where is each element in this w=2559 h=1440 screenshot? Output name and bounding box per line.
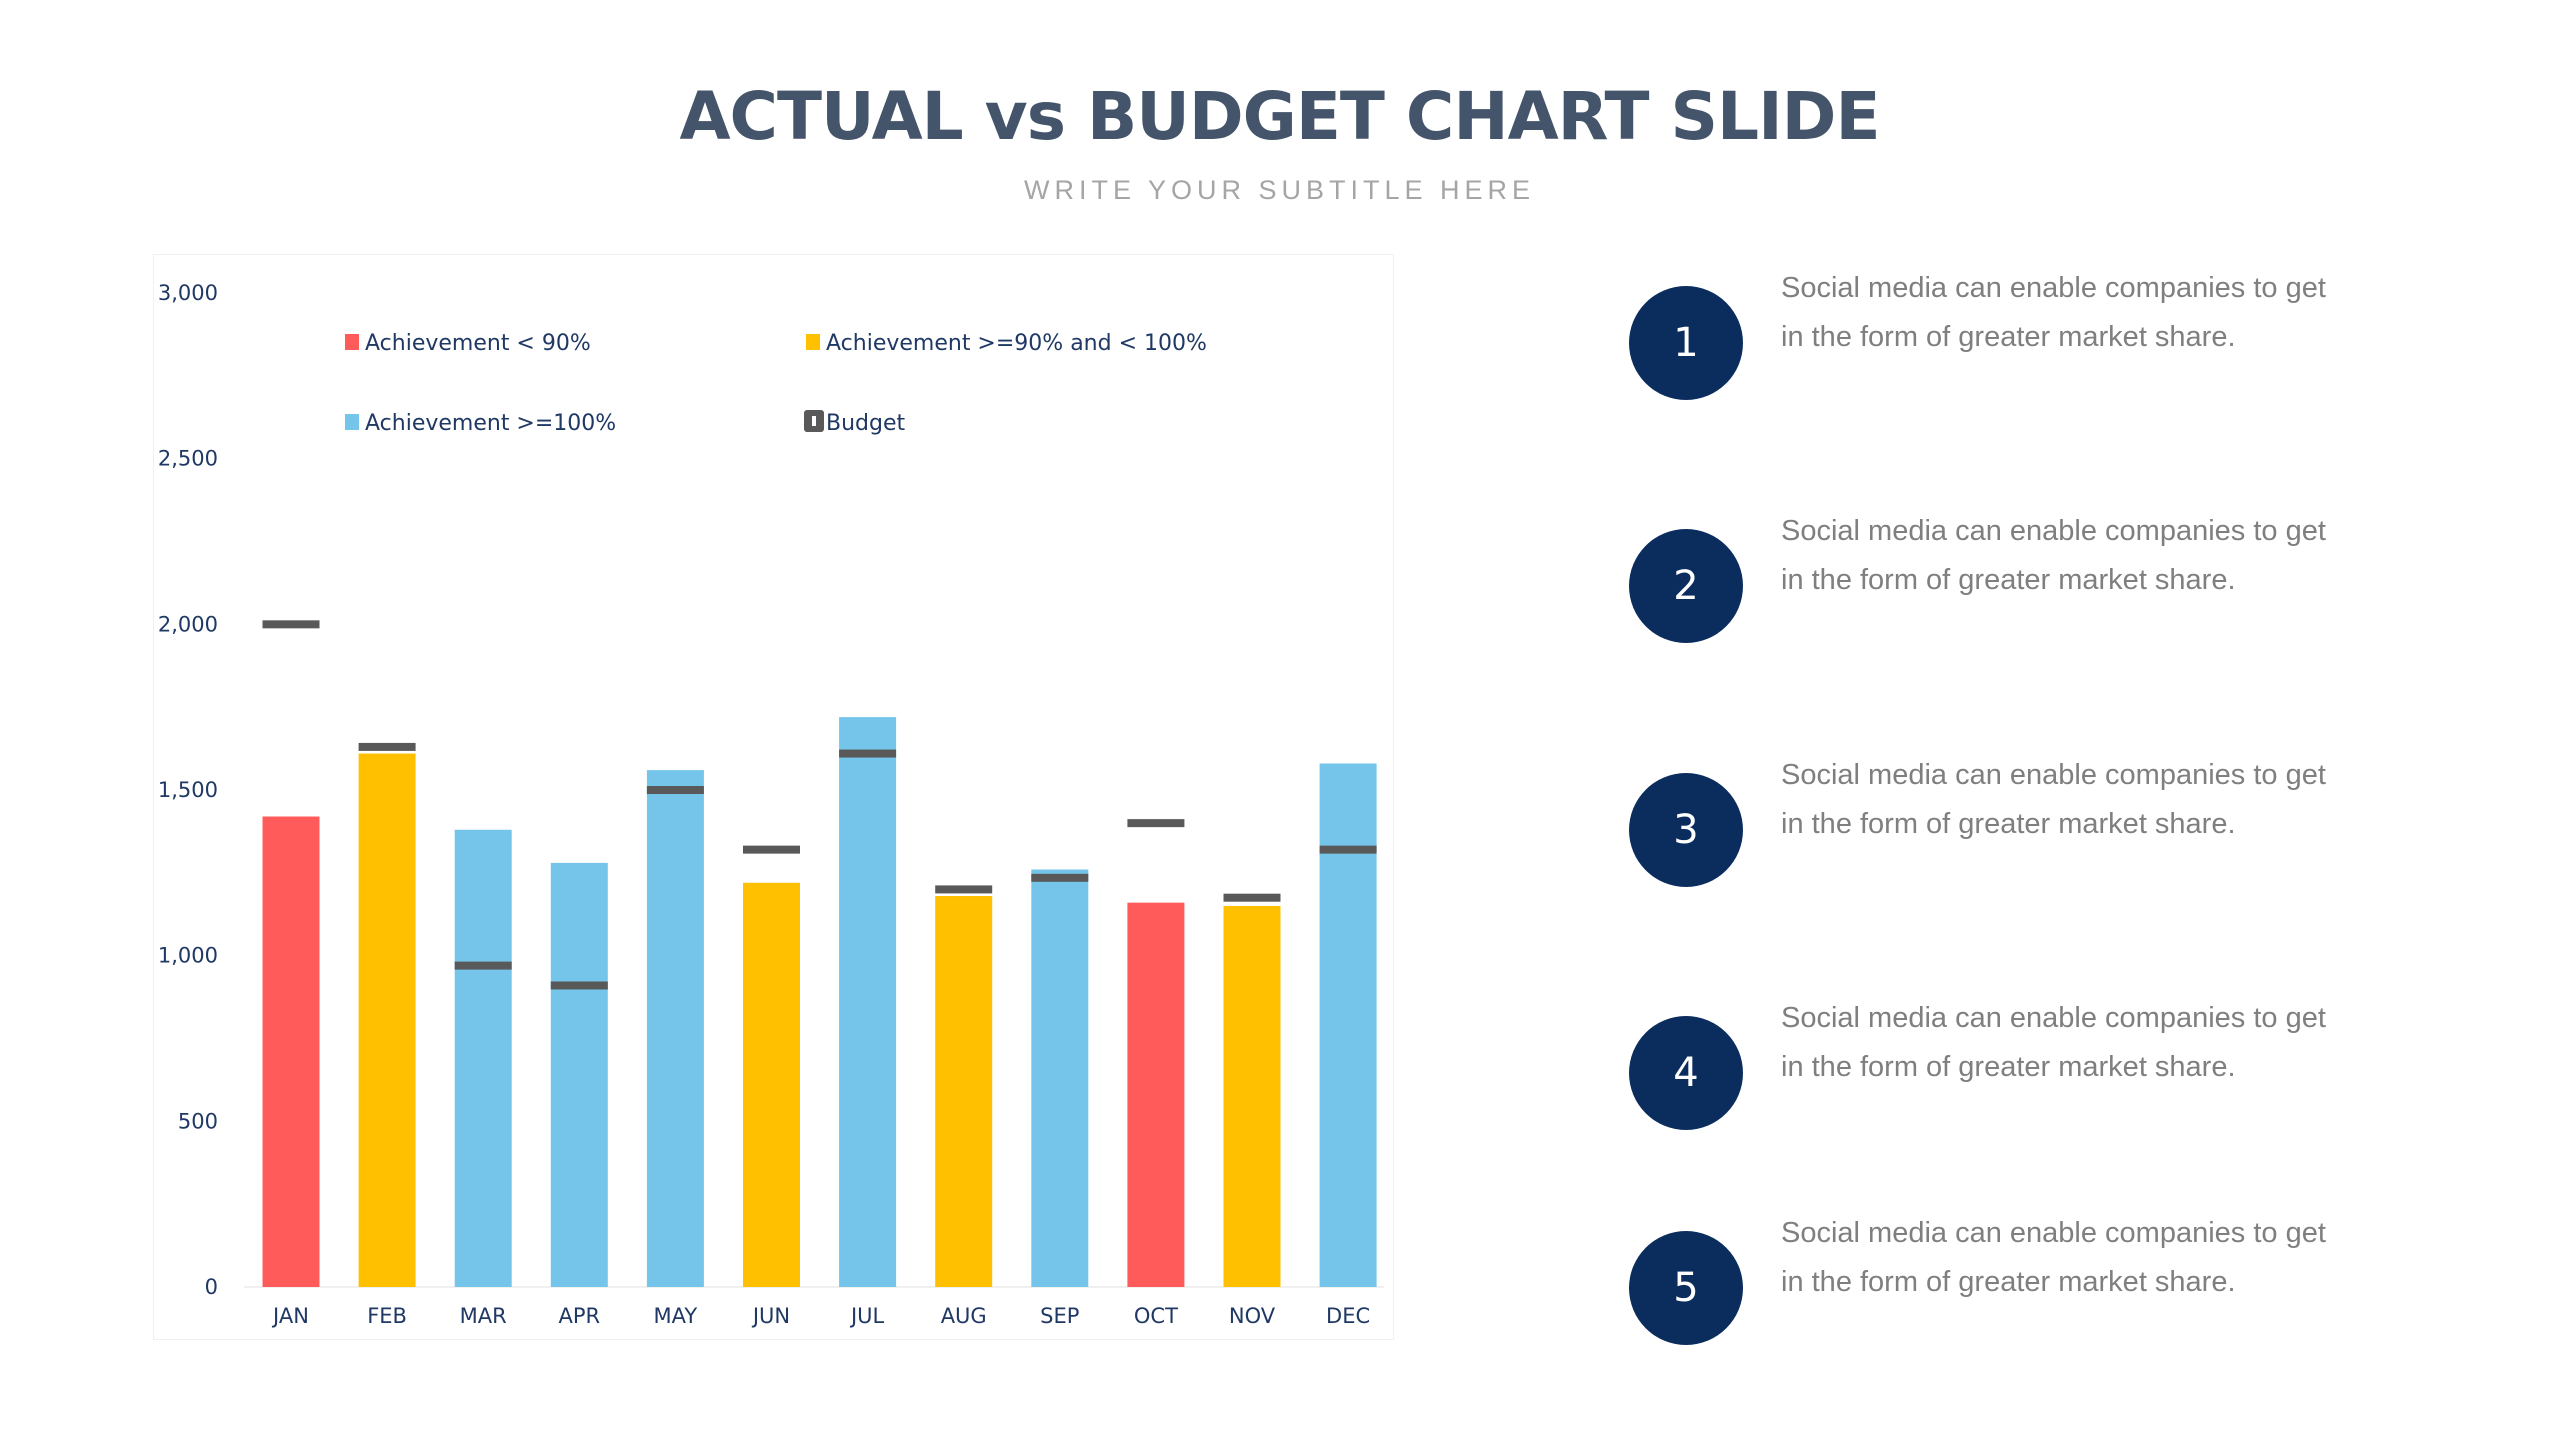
list-item: 2 Social media can enable companies to g… bbox=[1629, 515, 2489, 649]
legend-label: Achievement < 90% bbox=[365, 331, 591, 356]
actual-vs-budget-chart: 0 500 1,000 1,500 2,000 2,500 3,000 JAN FEB MAR AP… bbox=[158, 281, 1384, 1328]
item-line: in the form of greater market share. bbox=[1781, 564, 2236, 596]
actual-bar-jul bbox=[839, 717, 897, 1287]
actual-bar-oct bbox=[1127, 902, 1185, 1287]
chart-area: 0 500 1,000 1,500 2,000 2,500 3,000 JAN FEB MAR AP… bbox=[153, 254, 1394, 1340]
item-line: Social media can enable companies to get bbox=[1781, 272, 2326, 304]
budget-marker-dec bbox=[1319, 845, 1377, 854]
x-tick-label: SEP bbox=[1040, 1304, 1079, 1328]
actual-bar-aug bbox=[935, 896, 993, 1287]
number-badge: 2 bbox=[1629, 529, 1743, 643]
number-badge: 4 bbox=[1629, 1016, 1743, 1130]
item-text: Social media can enable companies to get… bbox=[1781, 264, 2481, 362]
y-tick-label: 1,000 bbox=[158, 944, 218, 968]
x-tick-label: MAY bbox=[654, 1304, 698, 1328]
y-tick-label: 0 bbox=[205, 1275, 218, 1299]
legend-label: Achievement >=90% and < 100% bbox=[826, 331, 1207, 356]
x-tick-label: APR bbox=[558, 1304, 600, 1328]
actual-bar-jan bbox=[262, 816, 320, 1287]
number-badge: 3 bbox=[1629, 773, 1743, 887]
item-text: Social media can enable companies to get… bbox=[1781, 994, 2481, 1092]
y-tick-label: 3,000 bbox=[158, 281, 218, 305]
list-item: 1 Social media can enable companies to g… bbox=[1629, 272, 2489, 406]
budget-marker-oct bbox=[1127, 819, 1185, 828]
legend-swatch bbox=[806, 334, 820, 350]
x-tick-label: OCT bbox=[1134, 1304, 1178, 1328]
x-tick-label: AUG bbox=[941, 1304, 987, 1328]
list-item: 3 Social media can enable companies to g… bbox=[1629, 759, 2489, 893]
legend-swatch-budget-inner bbox=[812, 416, 816, 426]
item-line: in the form of greater market share. bbox=[1781, 808, 2236, 840]
page-subtitle: WRITE YOUR SUBTITLE HERE bbox=[1023, 175, 1536, 205]
y-tick-label: 1,500 bbox=[158, 778, 218, 802]
item-text: Social media can enable companies to get… bbox=[1781, 1209, 2481, 1307]
legend-label: Budget bbox=[826, 411, 906, 436]
item-line: in the form of greater market share. bbox=[1781, 1266, 2236, 1298]
budget-marker-mar bbox=[454, 961, 512, 970]
item-line: Social media can enable companies to get bbox=[1781, 515, 2326, 547]
legend-swatch bbox=[345, 414, 359, 430]
budget-marker-jun bbox=[743, 845, 800, 854]
budget-marker-jan bbox=[262, 620, 320, 629]
budget-marker-apr bbox=[550, 981, 608, 990]
y-tick-label: 2,500 bbox=[158, 447, 218, 471]
budget-marker-nov bbox=[1223, 893, 1281, 902]
x-tick-label: DEC bbox=[1326, 1304, 1370, 1328]
actual-bar-apr bbox=[550, 862, 608, 1287]
x-tick-label: JUN bbox=[751, 1304, 790, 1328]
x-tick-label: NOV bbox=[1229, 1304, 1276, 1328]
actual-bar-may bbox=[646, 770, 704, 1287]
budget-marker-aug bbox=[935, 885, 993, 894]
number-badge: 1 bbox=[1629, 286, 1743, 400]
item-line: Social media can enable companies to get bbox=[1781, 759, 2326, 791]
y-tick-label: 2,000 bbox=[158, 612, 218, 636]
item-text: Social media can enable companies to get… bbox=[1781, 507, 2481, 605]
legend-label: Achievement >=100% bbox=[365, 411, 616, 436]
budget-marker-feb bbox=[358, 742, 416, 751]
x-tick-label: MAR bbox=[460, 1304, 507, 1328]
actual-bar-jun bbox=[743, 882, 800, 1287]
x-tick-label: JAN bbox=[271, 1304, 309, 1328]
legend-swatch bbox=[345, 334, 359, 350]
actual-bar-nov bbox=[1223, 905, 1281, 1287]
page-title: ACTUAL vs BUDGET CHART SLIDE bbox=[679, 78, 1880, 155]
item-line: Social media can enable companies to get bbox=[1781, 1217, 2326, 1249]
budget-marker-may bbox=[646, 786, 704, 794]
budget-marker-jul bbox=[839, 749, 897, 758]
number-badge: 5 bbox=[1629, 1231, 1743, 1345]
actual-bar-mar bbox=[454, 829, 512, 1287]
item-line: in the form of greater market share. bbox=[1781, 1051, 2236, 1083]
x-tick-label: FEB bbox=[367, 1304, 407, 1328]
actual-bar-sep bbox=[1031, 869, 1089, 1287]
item-line: Social media can enable companies to get bbox=[1781, 1002, 2326, 1034]
list-item: 4 Social media can enable companies to g… bbox=[1629, 1002, 2489, 1136]
list-item: 5 Social media can enable companies to g… bbox=[1629, 1217, 2489, 1351]
budget-marker-sep bbox=[1031, 873, 1089, 882]
item-line: in the form of greater market share. bbox=[1781, 321, 2236, 353]
item-text: Social media can enable companies to get… bbox=[1781, 751, 2481, 849]
actual-bar-dec bbox=[1319, 763, 1377, 1287]
y-tick-label: 500 bbox=[178, 1109, 218, 1133]
actual-bar-feb bbox=[358, 753, 416, 1287]
x-tick-label: JUL bbox=[849, 1304, 885, 1328]
